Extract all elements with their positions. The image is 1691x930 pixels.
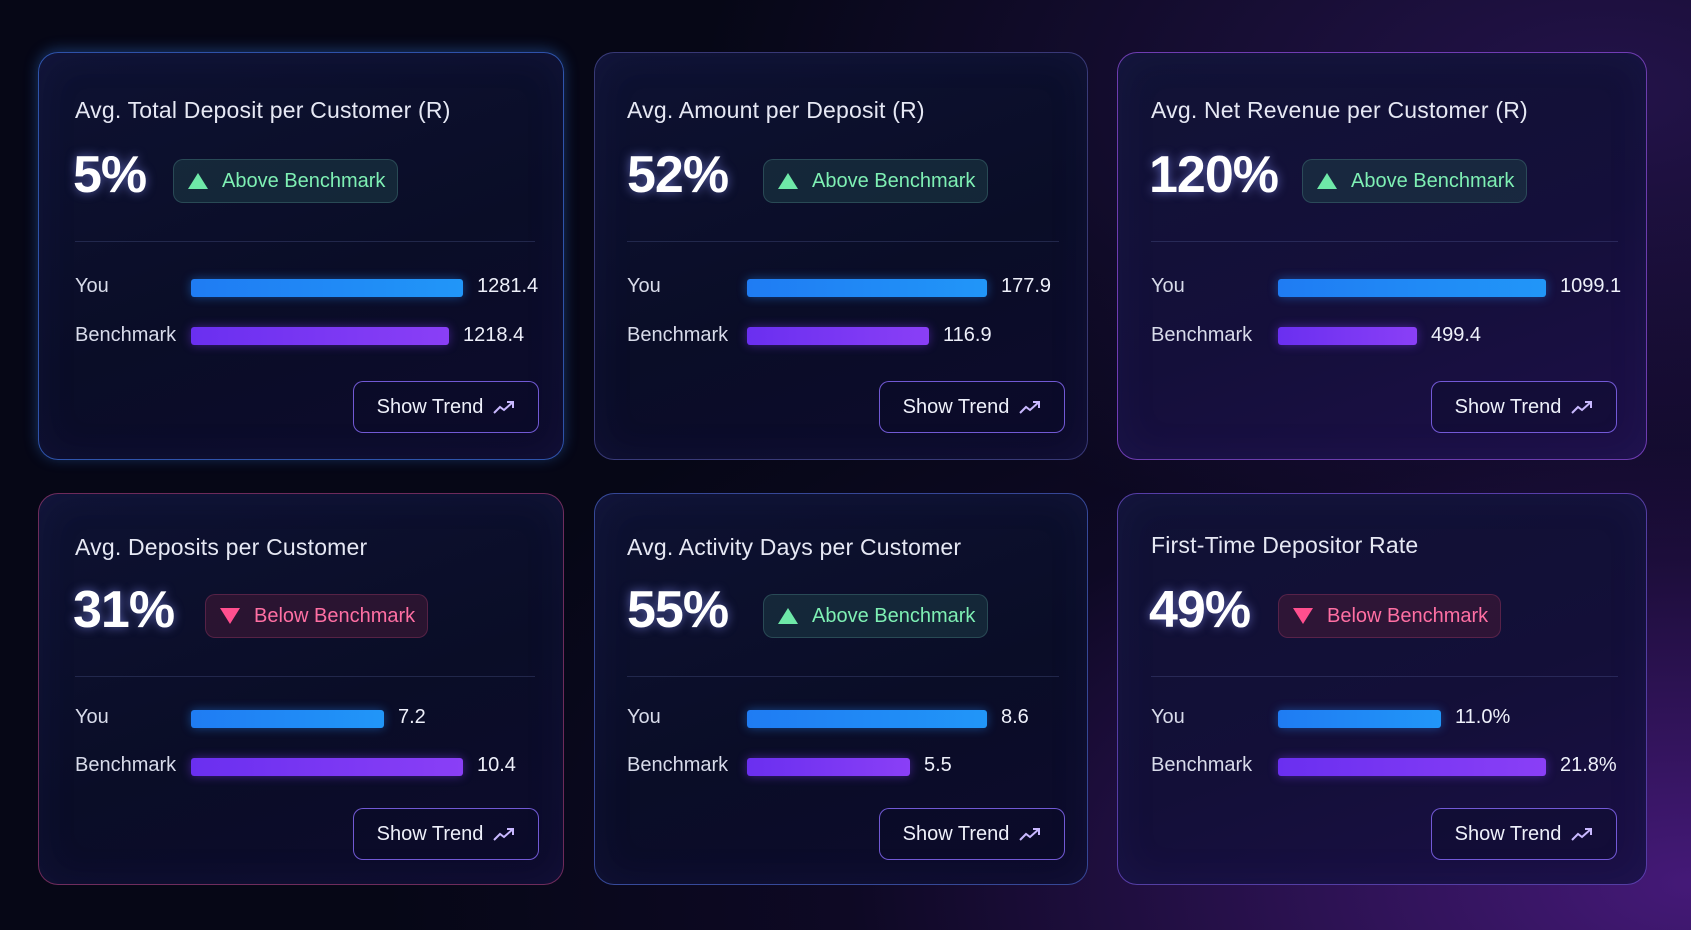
status-label: Above Benchmark: [812, 604, 976, 627]
benchmark-value: 21.8%: [1560, 754, 1617, 776]
show-trend-button[interactable]: Show Trend: [353, 808, 539, 860]
triangle-down-icon: [220, 608, 240, 624]
you-label: You: [75, 275, 109, 297]
status-badge: Above Benchmark: [1302, 159, 1528, 203]
trend-arrow-icon: [1019, 399, 1041, 415]
benchmark-bar: [1278, 758, 1546, 776]
you-label: You: [1151, 275, 1185, 297]
benchmark-bar: [747, 758, 910, 776]
you-bar: [191, 710, 384, 728]
benchmark-bar: [191, 758, 463, 776]
you-value: 177.9: [1001, 275, 1052, 297]
card-title: Avg. Total Deposit per Customer (R): [75, 97, 451, 123]
show-trend-label: Show Trend: [1454, 822, 1562, 845]
percent-value: 31%: [73, 581, 175, 639]
show-trend-button[interactable]: Show Trend: [1431, 381, 1617, 433]
benchmark-label: Benchmark: [627, 324, 729, 346]
you-label: You: [627, 275, 661, 297]
status-badge: Above Benchmark: [173, 159, 399, 203]
status-badge: Below Benchmark: [1278, 594, 1502, 638]
you-label: You: [75, 706, 109, 728]
benchmark-value: 499.4: [1431, 324, 1482, 346]
kpi-card: Avg. Activity Days per Customer 55% Abov…: [594, 493, 1088, 885]
you-label: You: [627, 706, 661, 728]
percent-value: 5%: [73, 146, 147, 204]
you-value: 8.6: [1001, 706, 1029, 728]
status-label: Below Benchmark: [1327, 604, 1489, 627]
show-trend-label: Show Trend: [1454, 395, 1562, 418]
trend-arrow-icon: [493, 826, 515, 842]
benchmark-bar: [191, 327, 449, 345]
show-trend-label: Show Trend: [376, 822, 484, 845]
benchmark-label: Benchmark: [627, 754, 729, 776]
status-label: Above Benchmark: [812, 169, 976, 192]
show-trend-button[interactable]: Show Trend: [353, 381, 539, 433]
status-label: Above Benchmark: [222, 169, 386, 192]
triangle-up-icon: [778, 608, 798, 624]
benchmark-label: Benchmark: [1151, 324, 1253, 346]
status-badge: Below Benchmark: [205, 594, 429, 638]
card-title: First-Time Depositor Rate: [1151, 532, 1419, 558]
you-bar: [747, 710, 987, 728]
divider: [1151, 241, 1618, 242]
you-value: 1281.4: [477, 275, 539, 297]
divider: [627, 676, 1059, 677]
kpi-card: Avg. Deposits per Customer 31% Below Ben…: [38, 493, 564, 885]
benchmark-label: Benchmark: [1151, 754, 1253, 776]
status-badge: Above Benchmark: [763, 594, 989, 638]
you-bar: [1278, 710, 1441, 728]
divider: [75, 676, 535, 677]
benchmark-bar: [747, 327, 929, 345]
kpi-card: Avg. Total Deposit per Customer (R) 5% A…: [38, 52, 564, 460]
status-label: Above Benchmark: [1351, 169, 1515, 192]
trend-arrow-icon: [493, 399, 515, 415]
percent-value: 55%: [627, 581, 729, 639]
you-bar: [1278, 279, 1546, 297]
status-badge: Above Benchmark: [763, 159, 989, 203]
benchmark-label: Benchmark: [75, 324, 177, 346]
show-trend-label: Show Trend: [376, 395, 484, 418]
divider: [75, 241, 535, 242]
benchmark-value: 1218.4: [463, 324, 525, 346]
kpi-card: Avg. Amount per Deposit (R) 52% Above Be…: [594, 52, 1088, 460]
show-trend-button[interactable]: Show Trend: [879, 808, 1065, 860]
divider: [627, 241, 1059, 242]
show-trend-button[interactable]: Show Trend: [1431, 808, 1617, 860]
kpi-card: First-Time Depositor Rate 49% Below Benc…: [1117, 493, 1647, 885]
show-trend-label: Show Trend: [902, 822, 1010, 845]
percent-value: 52%: [627, 146, 729, 204]
show-trend-button[interactable]: Show Trend: [879, 381, 1065, 433]
percent-value: 120%: [1149, 146, 1279, 204]
you-bar: [747, 279, 987, 297]
trend-arrow-icon: [1019, 826, 1041, 842]
card-title: Avg. Deposits per Customer: [75, 534, 368, 560]
benchmark-bar: [1278, 327, 1417, 345]
divider: [1151, 676, 1618, 677]
you-value: 7.2: [398, 706, 426, 728]
triangle-up-icon: [778, 173, 798, 189]
card-title: Avg. Activity Days per Customer: [627, 534, 962, 560]
triangle-up-icon: [1317, 173, 1337, 189]
you-value: 1099.1: [1560, 275, 1622, 297]
benchmark-value: 5.5: [924, 754, 952, 776]
you-bar: [191, 279, 463, 297]
card-title: Avg. Amount per Deposit (R): [627, 97, 925, 123]
trend-arrow-icon: [1571, 399, 1593, 415]
you-label: You: [1151, 706, 1185, 728]
you-value: 11.0%: [1455, 706, 1511, 728]
benchmark-value: 116.9: [943, 324, 992, 346]
card-title: Avg. Net Revenue per Customer (R): [1151, 97, 1528, 123]
trend-arrow-icon: [1571, 826, 1593, 842]
triangle-up-icon: [188, 173, 208, 189]
triangle-down-icon: [1293, 608, 1313, 624]
benchmark-value: 10.4: [477, 754, 516, 776]
status-label: Below Benchmark: [254, 604, 416, 627]
benchmark-label: Benchmark: [75, 754, 177, 776]
kpi-card: Avg. Net Revenue per Customer (R) 120% A…: [1117, 52, 1647, 460]
percent-value: 49%: [1149, 581, 1251, 639]
show-trend-label: Show Trend: [902, 395, 1010, 418]
